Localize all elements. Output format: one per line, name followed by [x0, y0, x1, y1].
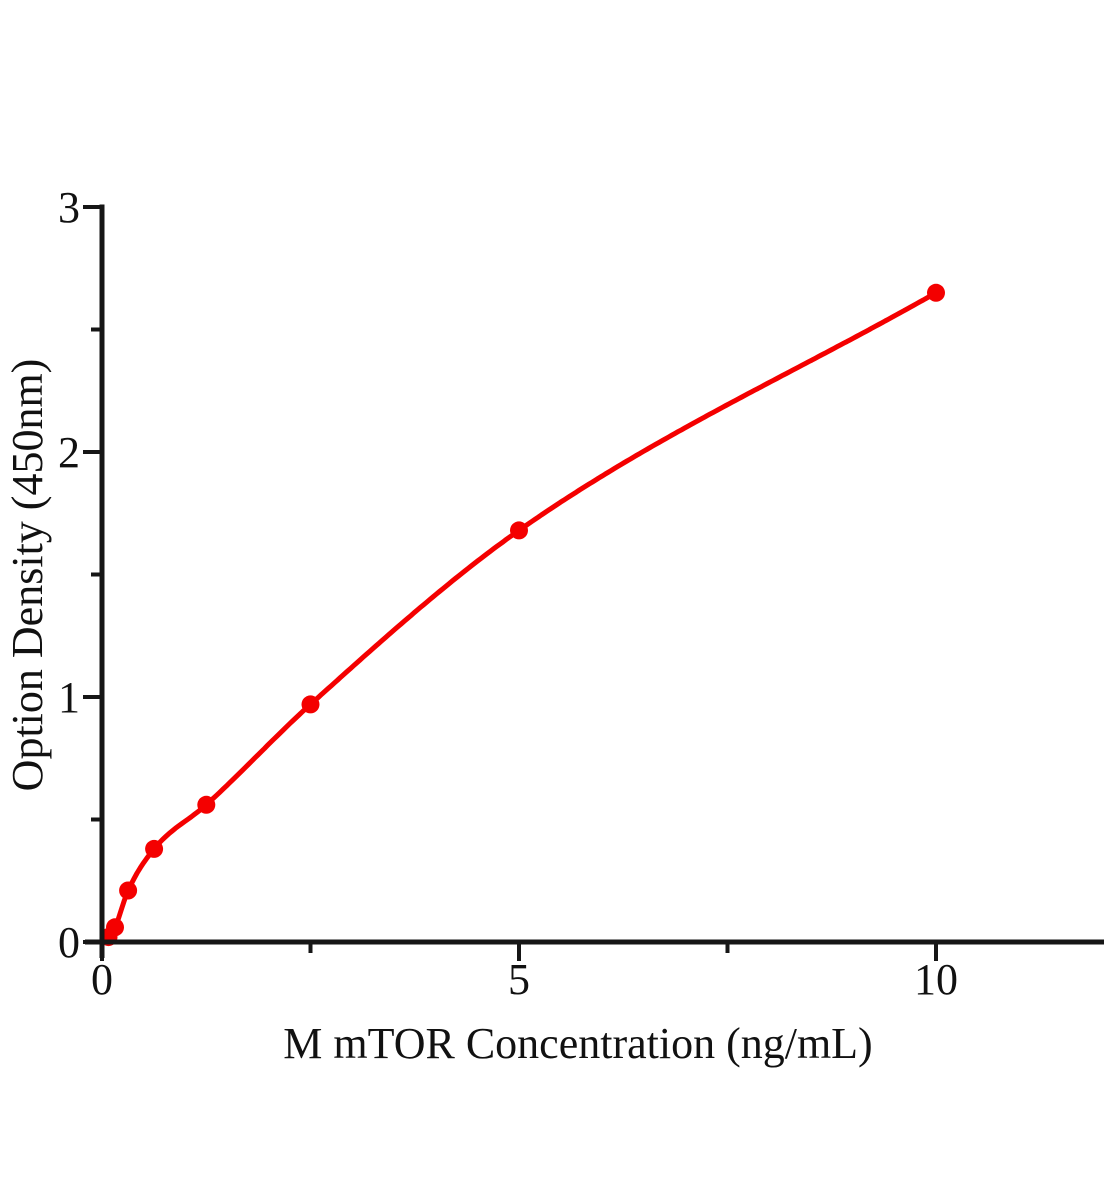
- y-tick-label: 2: [58, 428, 80, 477]
- fit-curve-line: [106, 290, 939, 940]
- tick-marks: [83, 205, 938, 961]
- y-tick-label: 1: [58, 673, 80, 722]
- x-axis-title: M mTOR Concentration (ng/mL): [283, 1019, 872, 1068]
- tick-labels: 0 5 10 0 1 2 3: [58, 183, 958, 1004]
- y-axis-title: Option Density (450nm): [3, 359, 52, 792]
- data-point: [145, 839, 164, 858]
- data-point: [927, 283, 945, 302]
- data-point: [119, 881, 138, 900]
- x-tick-label: 5: [508, 955, 530, 1004]
- data-point: [510, 521, 528, 540]
- data-point: [106, 918, 124, 937]
- data-point-markers: [99, 283, 945, 947]
- x-tick-label: 0: [91, 955, 113, 1004]
- y-tick-label: 0: [58, 918, 80, 967]
- x-tick-label: 10: [914, 955, 958, 1004]
- y-tick-label: 3: [58, 183, 80, 232]
- data-point: [301, 695, 320, 714]
- axes: [85, 204, 1104, 958]
- data-point: [197, 795, 216, 814]
